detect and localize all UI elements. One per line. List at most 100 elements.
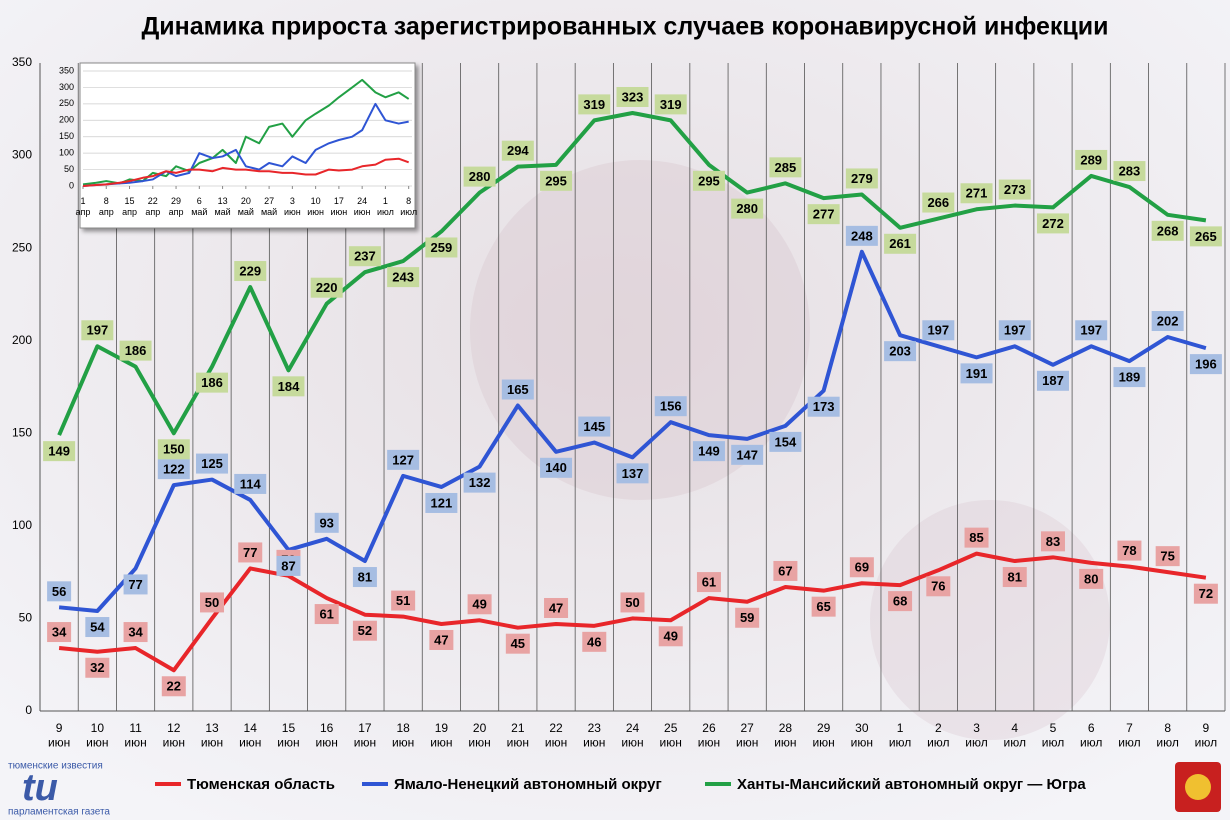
value-label: 59 (740, 610, 754, 625)
value-label-box (658, 626, 683, 647)
inset-series-line (82, 102, 409, 187)
value-label-box (998, 320, 1031, 341)
logo-text: парламентская газета (8, 807, 110, 818)
value-label-box (582, 631, 607, 652)
value-label-box (578, 94, 611, 115)
value-label: 50 (205, 595, 219, 610)
value-label: 127 (392, 452, 414, 467)
value-label-box (849, 557, 874, 578)
value-label-box (1002, 567, 1027, 588)
value-label-box (238, 542, 263, 563)
value-label-box (425, 492, 458, 513)
value-label-box (81, 320, 114, 341)
value-label: 273 (1004, 182, 1026, 197)
value-label-box (769, 157, 802, 178)
background-decoration (870, 500, 1110, 740)
value-label-box (578, 416, 611, 437)
value-label-box (807, 204, 840, 225)
x-tick-label: 19 июн (430, 721, 452, 749)
value-label-box (1113, 161, 1146, 182)
value-label-box (960, 363, 993, 384)
emblem-eagle (1185, 774, 1211, 800)
x-tick-label: 29 июн (812, 721, 834, 749)
inset-x-tick-label: 13 май (214, 196, 230, 217)
value-label: 197 (86, 323, 108, 338)
value-label: 150 (163, 442, 185, 457)
x-tick-label: 5 июл (1042, 721, 1064, 749)
value-label-box (731, 198, 764, 219)
value-label: 165 (507, 382, 529, 397)
x-tick-label: 28 июн (774, 721, 796, 749)
x-tick-label: 11 июн (124, 721, 146, 749)
inset-series-line (82, 78, 410, 186)
value-label-box (964, 527, 989, 548)
inset-x-tick-label: 15 апр (122, 196, 137, 217)
value-label: 114 (240, 476, 262, 491)
value-label: 189 (1119, 370, 1141, 385)
x-tick-label: 25 июн (660, 721, 682, 749)
x-tick-label: 2 июл (927, 721, 949, 749)
value-label: 52 (358, 623, 372, 638)
value-label: 184 (278, 379, 300, 394)
value-label-box (1040, 531, 1065, 552)
logo: тюменские известия tu парламентская газе… (8, 761, 110, 818)
value-label: 280 (736, 201, 758, 216)
value-label: 77 (243, 545, 257, 560)
value-label-box (998, 179, 1031, 200)
inset-y-tick-label: 0 (69, 180, 74, 190)
value-label: 67 (778, 563, 792, 578)
emblem (1175, 762, 1221, 812)
value-label: 76 (931, 579, 945, 594)
x-tick-label: 24 июн (621, 721, 643, 749)
value-label-box (735, 607, 760, 628)
value-label: 83 (1046, 534, 1060, 549)
value-label-box (119, 340, 152, 361)
value-label: 294 (507, 143, 529, 158)
value-label: 140 (545, 460, 567, 475)
value-label-box (43, 441, 76, 462)
y-tick-label: 150 (12, 425, 32, 439)
value-label-box (196, 372, 229, 393)
value-label-box (692, 170, 725, 191)
y-tick-label: 50 (19, 611, 33, 625)
x-tick-label: 8 июл (1156, 721, 1178, 749)
value-label: 49 (663, 629, 677, 644)
value-label-box (234, 261, 267, 282)
value-label: 22 (167, 679, 181, 694)
value-label-box (922, 192, 955, 213)
value-label: 81 (1008, 569, 1022, 584)
legend-label: Ямало-Ненецкий автономный округ (394, 776, 662, 793)
value-label: 248 (851, 228, 873, 243)
x-tick-label: 20 июн (468, 721, 490, 749)
value-label-box (1036, 213, 1069, 234)
y-tick-label: 100 (12, 518, 32, 532)
value-label-box (501, 379, 534, 400)
value-label: 319 (583, 97, 605, 112)
value-label-box (1075, 320, 1108, 341)
value-label-box (1075, 149, 1108, 170)
value-label-box (123, 622, 148, 643)
value-label: 46 (587, 634, 601, 649)
value-label-box (1113, 367, 1146, 388)
value-label-box (276, 555, 301, 576)
value-label-box (123, 574, 148, 595)
inset-x-tick-label: 6 май (191, 196, 207, 217)
value-label: 268 (1157, 223, 1179, 238)
value-label-box (157, 459, 190, 480)
inset-x-tick-label: 10 июн (307, 196, 324, 217)
value-label: 187 (1042, 373, 1064, 388)
value-label-box (696, 572, 721, 593)
value-label-box (692, 441, 725, 462)
logo-text: тюменские известия (8, 761, 103, 772)
value-label: 197 (1004, 323, 1026, 338)
value-label-box (1193, 583, 1218, 604)
value-label: 121 (431, 495, 453, 510)
value-label: 289 (1080, 152, 1102, 167)
legend-label: Тюменская область (187, 776, 335, 793)
value-label: 191 (966, 366, 988, 381)
value-label-box (161, 676, 186, 697)
value-label: 68 (893, 594, 907, 609)
value-label: 156 (660, 399, 682, 414)
value-label: 149 (698, 444, 720, 459)
